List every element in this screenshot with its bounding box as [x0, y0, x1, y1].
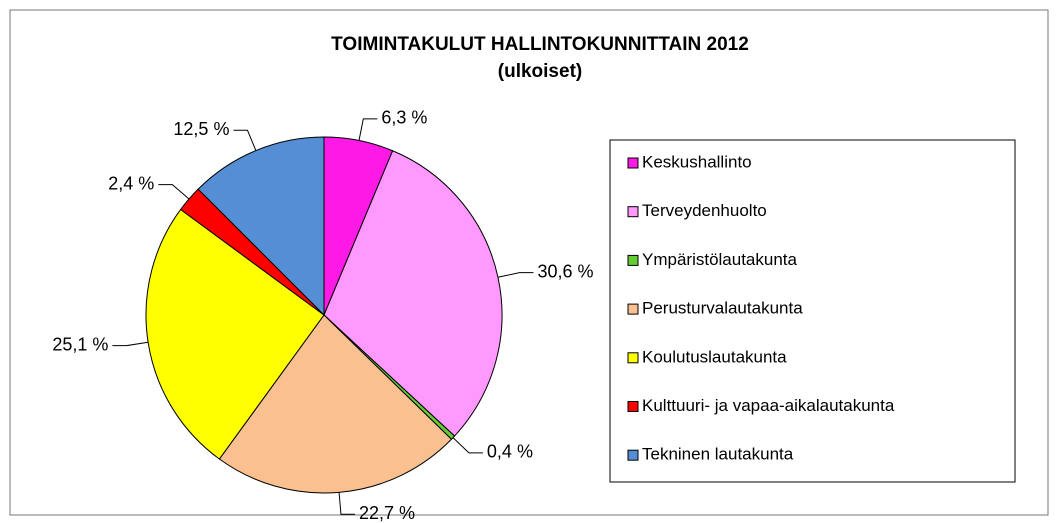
- legend-label: Kulttuuri- ja vapaa-aikalautakunta: [642, 396, 895, 415]
- data-label: 12,5 %: [173, 119, 229, 139]
- legend-swatch: [627, 401, 639, 412]
- leader-line: [338, 492, 355, 515]
- data-label: 30,6 %: [537, 261, 593, 281]
- data-label: 6,3 %: [381, 108, 427, 128]
- leader-line: [233, 129, 257, 151]
- chart-title: TOIMINTAKULUT HALLINTOKUNNITTAIN 2012: [331, 34, 749, 55]
- leader-line: [158, 184, 190, 200]
- legend-swatch: [627, 449, 639, 461]
- legend-swatch: [627, 352, 639, 364]
- data-label: 0,4 %: [487, 442, 533, 462]
- legend-label: Perusturvalautakunta: [642, 299, 803, 318]
- data-label: 25,1 %: [52, 334, 108, 354]
- legend-label: Ympäristölautakunta: [642, 250, 798, 269]
- legend-box: [609, 139, 1016, 483]
- chart-subtitle: (ulkoiset): [498, 61, 582, 82]
- legend-label: Tekninen lautakunta: [642, 445, 794, 464]
- pie-slice: [218, 314, 453, 494]
- legend-label: Terveydenhuolto: [642, 201, 767, 220]
- pie-slice: [197, 136, 325, 317]
- legend-swatch: [627, 157, 639, 169]
- data-label: 22,7 %: [359, 503, 415, 523]
- leader-line: [497, 272, 534, 278]
- leader-line: [112, 341, 149, 347]
- legend-label: Koulutuslautakunta: [642, 347, 787, 366]
- leader-line: [358, 118, 378, 141]
- legend-label: Keskushallinto: [642, 152, 752, 171]
- legend-swatch: [627, 254, 639, 266]
- pie-slice: [323, 150, 503, 437]
- legend-swatch: [627, 303, 639, 315]
- leader-line: [452, 437, 483, 454]
- data-label: 2,4 %: [108, 173, 154, 193]
- legend-swatch: [627, 206, 639, 218]
